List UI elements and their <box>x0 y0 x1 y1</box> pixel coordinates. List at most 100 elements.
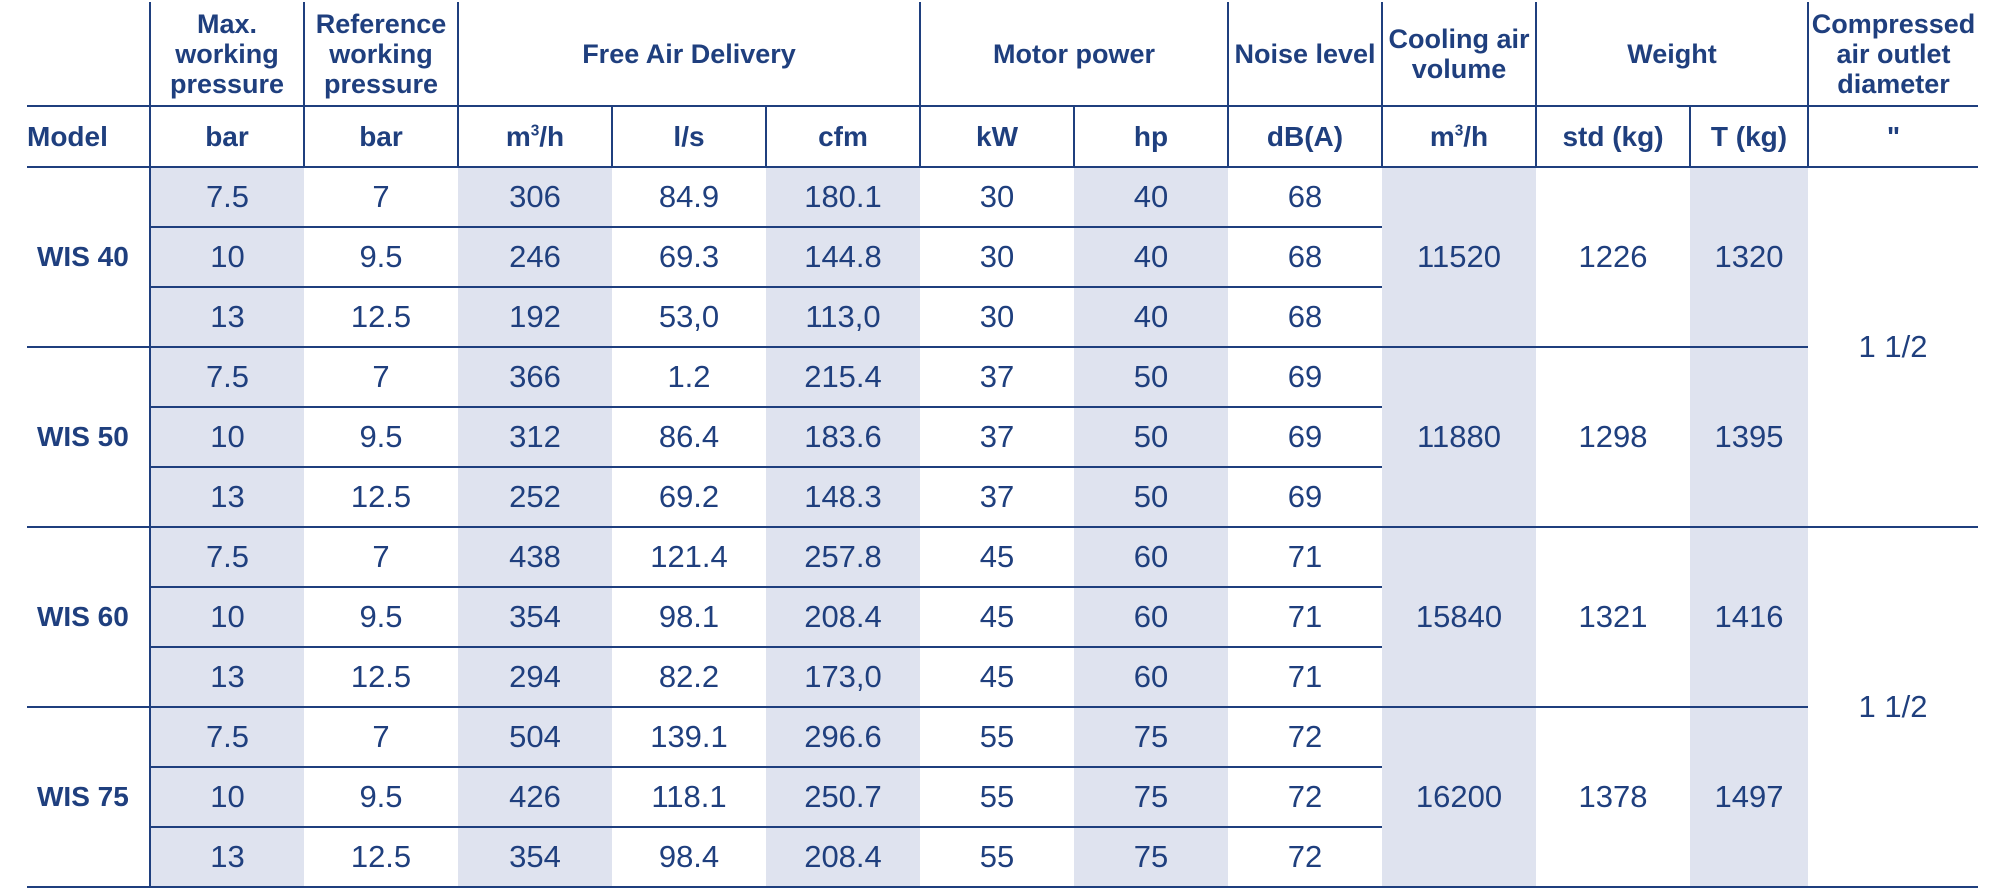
cell-db: 68 <box>1228 227 1382 288</box>
cell-ref: 12.5 <box>304 647 458 708</box>
cell-cfm: 257.8 <box>766 527 920 588</box>
unit-bar-max: bar <box>149 106 304 168</box>
cell-max: 7.5 <box>149 347 304 408</box>
cell-cooling: 11520 <box>1382 167 1536 348</box>
model-name: WIS 60 <box>27 527 150 708</box>
cell-db: 72 <box>1228 827 1382 888</box>
cell-db: 69 <box>1228 467 1382 528</box>
unit-cooling-sup: 3 <box>1454 122 1464 140</box>
cell-hp: 60 <box>1074 647 1228 708</box>
table-row: WIS 40 7.5 7 306 84.9 180.1 30 40 68 11520 1226 132… <box>27 167 1978 528</box>
cell-std: 1226 <box>1536 167 1690 348</box>
cell-ls: 69.2 <box>612 467 766 528</box>
cell-ls: 53,0 <box>612 287 766 348</box>
cell-ls: 1.2 <box>612 347 766 408</box>
cell-cfm: 215.4 <box>766 347 920 408</box>
unit-dba: dB(A) <box>1227 106 1382 168</box>
cell-hp: 60 <box>1074 587 1228 648</box>
table-row: WIS 50 7.5 7 366 1.2 215.4 37 50 69 11880 1298 1395 <box>27 347 1978 528</box>
cell-ref: 12.5 <box>304 467 458 528</box>
cell-ls: 139.1 <box>612 707 766 768</box>
header-noise-level: Noise level <box>1227 2 1382 107</box>
cell-std: 1321 <box>1536 527 1690 708</box>
cell-db: 71 <box>1228 647 1382 708</box>
cell-m3h: 354 <box>458 827 612 888</box>
cell-kw: 55 <box>920 767 1074 828</box>
cell-cfm: 113,0 <box>766 287 920 348</box>
cell-kw: 37 <box>920 467 1074 528</box>
cell-ref: 7 <box>304 347 458 408</box>
model-name: WIS 75 <box>27 707 150 888</box>
cell-ls: 86.4 <box>612 407 766 468</box>
cell-ls: 69.3 <box>612 227 766 288</box>
table-row: WIS 60 7.5 7 438 121.4 257.8 45 60 71 15840 1321 14… <box>27 527 1978 888</box>
header-cooling-air: Cooling air volume <box>1381 2 1536 107</box>
cell-kw: 30 <box>920 287 1074 348</box>
cell-outlet-diameter: 1 1/2 <box>1808 167 1978 528</box>
unit-m3h-tail: /h <box>539 120 565 152</box>
unit-m3h-base: m <box>505 120 531 152</box>
cell-cooling: 11880 <box>1382 347 1536 528</box>
cell-t: 1497 <box>1690 707 1808 888</box>
cell-max: 7.5 <box>149 527 304 588</box>
header-max-pressure: Max. working pressure <box>149 2 304 107</box>
cell-ref: 9.5 <box>304 767 458 828</box>
cell-max: 13 <box>149 647 304 708</box>
header-ref-pressure: Reference working pressure <box>303 2 458 107</box>
cell-kw: 30 <box>920 227 1074 288</box>
table-body: WIS 40 7.5 7 306 84.9 180.1 30 40 68 11520 1226 132… <box>27 167 1978 888</box>
unit-ls: l/s <box>611 106 766 168</box>
unit-bar-ref: bar <box>303 106 458 168</box>
cell-cfm: 180.1 <box>766 167 920 228</box>
cell-cfm: 148.3 <box>766 467 920 528</box>
table-row: 10 9.5 426 118.1 250.7 55 75 72 <box>27 767 1978 828</box>
cell-std: 1378 <box>1536 707 1690 888</box>
unit-cfm: cfm <box>765 106 920 168</box>
cell-db: 69 <box>1228 347 1382 408</box>
cell-max: 7.5 <box>149 167 304 228</box>
cell-db: 69 <box>1228 407 1382 468</box>
cell-cfm: 208.4 <box>766 587 920 648</box>
unit-hp: hp <box>1073 106 1228 168</box>
cell-t: 1320 <box>1690 167 1808 348</box>
cell-hp: 40 <box>1074 287 1228 348</box>
header-weight: Weight <box>1535 2 1808 107</box>
cell-db: 68 <box>1228 287 1382 348</box>
cell-cfm: 208.4 <box>766 827 920 888</box>
cell-cfm: 296.6 <box>766 707 920 768</box>
cell-m3h: 426 <box>458 767 612 828</box>
cell-hp: 75 <box>1074 707 1228 768</box>
cell-kw: 55 <box>920 827 1074 888</box>
header-motor-power: Motor power <box>919 2 1228 107</box>
cell-ref: 7 <box>304 707 458 768</box>
unit-cooling-tail: /h <box>1463 120 1489 152</box>
unit-m3h: m3/h <box>457 106 612 168</box>
unit-inch: " <box>1807 106 1978 168</box>
cell-ls: 121.4 <box>612 527 766 588</box>
unit-t-kg: T (kg) <box>1689 106 1808 168</box>
cell-db: 71 <box>1228 587 1382 648</box>
cell-m3h: 192 <box>458 287 612 348</box>
unit-cooling-base: m <box>1429 120 1455 152</box>
cell-ls: 118.1 <box>612 767 766 828</box>
cell-hp: 40 <box>1074 227 1228 288</box>
cell-max: 7.5 <box>149 707 304 768</box>
cell-kw: 45 <box>920 527 1074 588</box>
cell-m3h: 354 <box>458 587 612 648</box>
cell-db: 71 <box>1228 527 1382 588</box>
cell-hp: 50 <box>1074 347 1228 408</box>
header-model-blank <box>27 2 150 107</box>
cell-hp: 50 <box>1074 407 1228 468</box>
cell-t: 1395 <box>1690 347 1808 528</box>
cell-outlet-diameter: 1 1/2 <box>1808 527 1978 888</box>
cell-m3h: 438 <box>458 527 612 588</box>
cell-hp: 40 <box>1074 167 1228 228</box>
cell-ref: 7 <box>304 527 458 588</box>
cell-cfm: 183.6 <box>766 407 920 468</box>
table-row: 10 9.5 246 69.3 144.8 30 40 68 <box>27 227 1978 288</box>
cell-kw: 30 <box>920 167 1074 228</box>
cell-max: 13 <box>149 827 304 888</box>
cell-max: 10 <box>149 767 304 828</box>
cell-ref: 9.5 <box>304 587 458 648</box>
cell-max: 10 <box>149 407 304 468</box>
